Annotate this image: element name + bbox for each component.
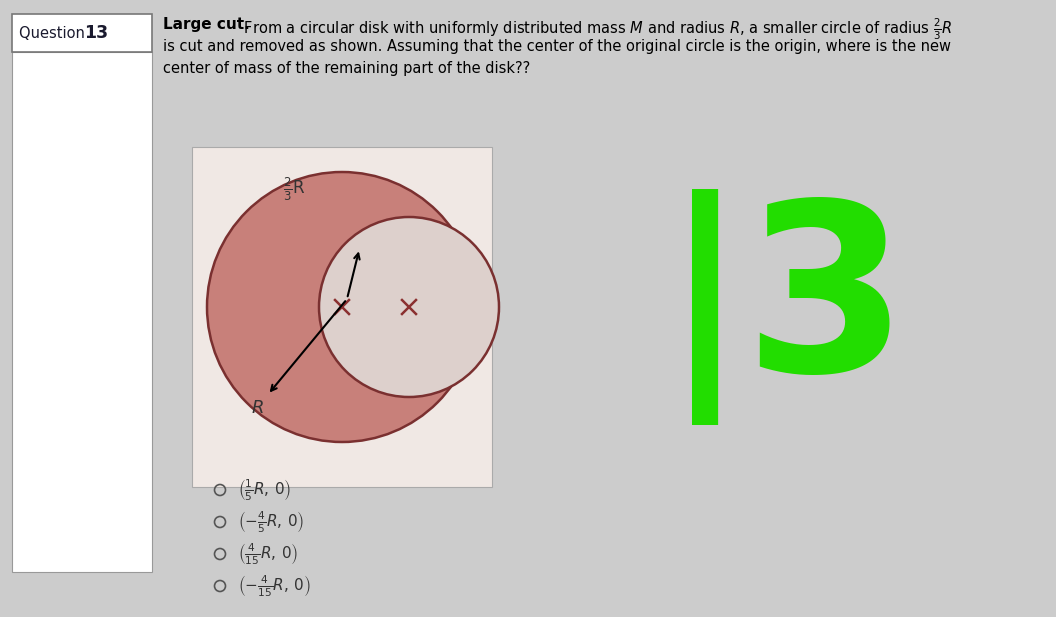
Text: $\left(\frac{4}{15}R,\,0\right)$: $\left(\frac{4}{15}R,\,0\right)$ (238, 541, 298, 567)
Text: 13: 13 (84, 24, 108, 42)
Text: Large cut.: Large cut. (163, 17, 250, 32)
Circle shape (319, 217, 499, 397)
Text: $\left(-\frac{4}{15}R,\,0\right)$: $\left(-\frac{4}{15}R,\,0\right)$ (238, 573, 312, 599)
Text: center of mass of the remaining part of the disk??: center of mass of the remaining part of … (163, 61, 530, 76)
Circle shape (207, 172, 477, 442)
Text: From a circular disk with uniformly distributed mass $\mathit{M}$ and radius $\m: From a circular disk with uniformly dist… (239, 17, 953, 43)
Text: Question: Question (19, 25, 90, 41)
Bar (12, 52, 152, 572)
Text: 3: 3 (742, 193, 907, 421)
Text: |: | (662, 189, 748, 425)
Text: is cut and removed as shown. Assuming that the center of the original circle is : is cut and removed as shown. Assuming th… (163, 39, 951, 54)
Text: $\frac{2}{3}$R: $\frac{2}{3}$R (283, 175, 305, 203)
Text: $\left(-\frac{4}{5}R,\,0\right)$: $\left(-\frac{4}{5}R,\,0\right)$ (238, 509, 304, 535)
Bar (12, 14, 152, 52)
Bar (192, 147, 492, 487)
Text: $\left(\frac{1}{5}R,\,0\right)$: $\left(\frac{1}{5}R,\,0\right)$ (238, 477, 291, 503)
Text: $R$: $R$ (250, 399, 263, 417)
